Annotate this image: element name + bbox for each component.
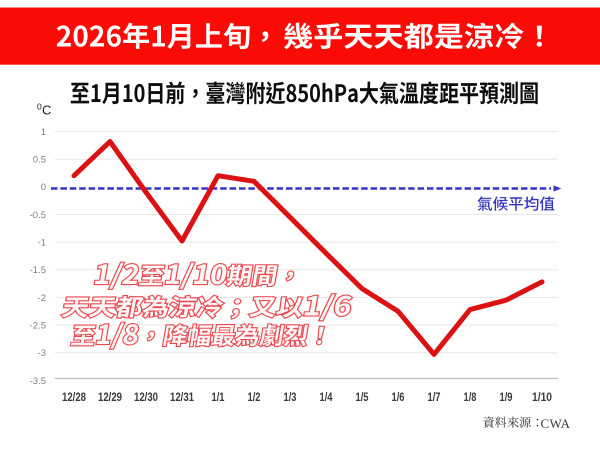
svg-text:1/2: 1/2: [248, 392, 261, 404]
svg-text:1/1: 1/1: [212, 392, 225, 404]
svg-text:12/31: 12/31: [170, 392, 195, 404]
svg-text:1/10: 1/10: [532, 392, 552, 404]
svg-text:-2.5: -2.5: [30, 320, 46, 331]
svg-text:1/9: 1/9: [500, 392, 513, 404]
svg-text:0: 0: [41, 182, 46, 193]
svg-text:CWA: CWA: [541, 416, 571, 431]
svg-text:-3: -3: [38, 348, 46, 359]
svg-text:1/6: 1/6: [392, 392, 405, 404]
svg-text:-2: -2: [38, 293, 46, 304]
svg-text:1/7: 1/7: [428, 392, 441, 404]
svg-text:-3.5: -3.5: [30, 376, 46, 387]
svg-text:12/28: 12/28: [62, 392, 87, 404]
svg-text:1: 1: [41, 127, 46, 138]
svg-text:12/29: 12/29: [98, 392, 122, 404]
svg-text:1/3: 1/3: [284, 392, 297, 404]
svg-text:-0.5: -0.5: [30, 210, 46, 221]
svg-text:-1: -1: [38, 238, 46, 249]
svg-text:C: C: [42, 103, 51, 118]
svg-text:0: 0: [37, 102, 42, 112]
svg-text:0.5: 0.5: [33, 155, 46, 166]
svg-text:1/5: 1/5: [356, 392, 369, 404]
svg-text:-1.5: -1.5: [30, 265, 46, 276]
svg-text:12/30: 12/30: [134, 392, 158, 404]
svg-text:1/4: 1/4: [320, 392, 333, 404]
svg-text:1/8: 1/8: [464, 392, 477, 404]
